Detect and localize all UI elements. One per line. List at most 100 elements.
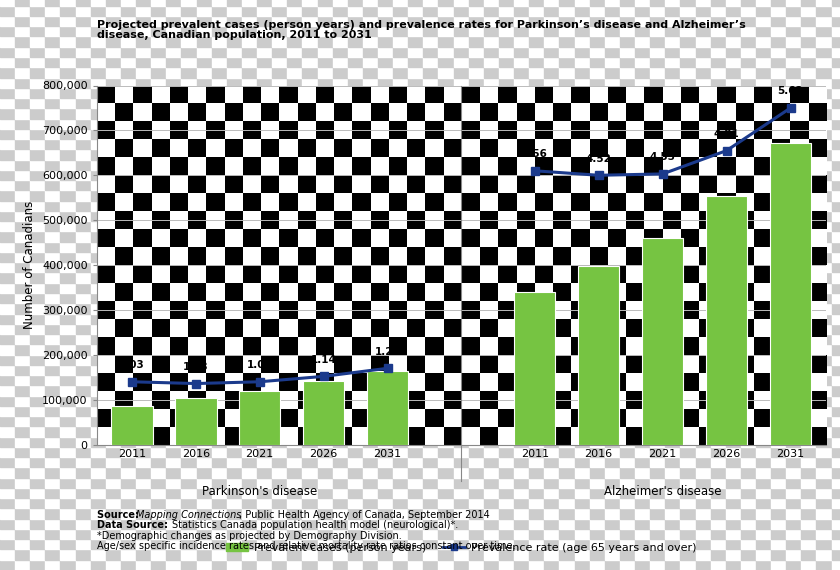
Bar [741, 129, 756, 139]
Bar [227, 190, 242, 201]
Bar [393, 539, 408, 549]
Bar [76, 139, 91, 149]
Bar [454, 355, 469, 365]
Bar [197, 355, 212, 365]
Bar [227, 0, 242, 6]
Bar [30, 231, 45, 242]
Bar [469, 129, 484, 139]
Bar [272, 221, 287, 231]
Bar [272, 190, 287, 201]
Bar [769, 143, 811, 445]
Bar [726, 396, 741, 406]
Bar [816, 6, 832, 16]
Bar [499, 221, 514, 231]
Bar [696, 539, 711, 549]
Bar [544, 119, 559, 129]
Bar [438, 47, 454, 57]
Bar [786, 160, 801, 170]
Bar [76, 201, 91, 211]
Bar [544, 560, 559, 570]
Bar [816, 47, 832, 57]
Bar [559, 437, 575, 447]
Bar [544, 88, 559, 98]
Bar [514, 560, 529, 570]
Bar [287, 57, 302, 67]
Bar [363, 334, 378, 344]
Bar [166, 149, 181, 160]
Bar [45, 303, 60, 314]
Bar [45, 334, 60, 344]
Bar [801, 293, 816, 303]
Bar [529, 16, 544, 26]
Bar [438, 478, 454, 488]
Bar [544, 457, 559, 467]
Bar [544, 467, 559, 478]
Bar [302, 211, 318, 221]
Bar [197, 488, 212, 498]
Bar [333, 396, 348, 406]
Bar [106, 519, 121, 529]
Bar [590, 242, 605, 252]
Bar [635, 201, 650, 211]
Bar [484, 283, 499, 293]
Bar [136, 149, 151, 160]
Bar [45, 283, 60, 293]
Bar [30, 190, 45, 201]
Bar [30, 416, 45, 426]
Bar [514, 211, 529, 221]
Bar [680, 447, 696, 457]
Bar [711, 498, 726, 508]
Bar [665, 406, 680, 416]
Bar [378, 88, 393, 98]
Bar [76, 231, 91, 242]
Bar [499, 160, 514, 170]
Bar [665, 478, 680, 488]
Bar [650, 447, 665, 457]
Bar [529, 160, 544, 170]
Bar [529, 262, 544, 272]
Bar [484, 488, 499, 498]
Bar [650, 457, 665, 467]
Bar [469, 88, 484, 98]
Bar [650, 539, 665, 549]
Bar [0, 375, 15, 385]
Bar [181, 57, 197, 67]
Bar [60, 242, 76, 252]
Bar [227, 231, 242, 242]
Bar [499, 324, 514, 334]
Bar [832, 108, 840, 119]
Bar [529, 478, 544, 488]
Bar [741, 519, 756, 529]
Bar [544, 478, 559, 488]
Bar [393, 211, 408, 221]
Bar [287, 457, 302, 467]
Bar [832, 190, 840, 201]
Bar [333, 262, 348, 272]
Bar [408, 139, 423, 149]
Bar [91, 406, 106, 416]
Bar [590, 529, 605, 539]
Bar [801, 396, 816, 406]
Bar [287, 529, 302, 539]
Bar [76, 324, 91, 334]
Bar [302, 293, 318, 303]
Bar [711, 396, 726, 406]
Bar [348, 498, 363, 508]
Bar [575, 139, 590, 149]
Bar [816, 375, 832, 385]
Bar [408, 303, 423, 314]
Bar [60, 488, 76, 498]
Bar [499, 529, 514, 539]
Bar [544, 242, 559, 252]
Bar [333, 437, 348, 447]
Bar [121, 119, 136, 129]
Bar [287, 385, 302, 396]
Bar [227, 314, 242, 324]
Bar [363, 539, 378, 549]
Bar [45, 170, 60, 180]
Bar [45, 416, 60, 426]
Bar [287, 406, 302, 416]
Bar [15, 67, 30, 78]
Bar [801, 560, 816, 570]
Bar [696, 447, 711, 457]
